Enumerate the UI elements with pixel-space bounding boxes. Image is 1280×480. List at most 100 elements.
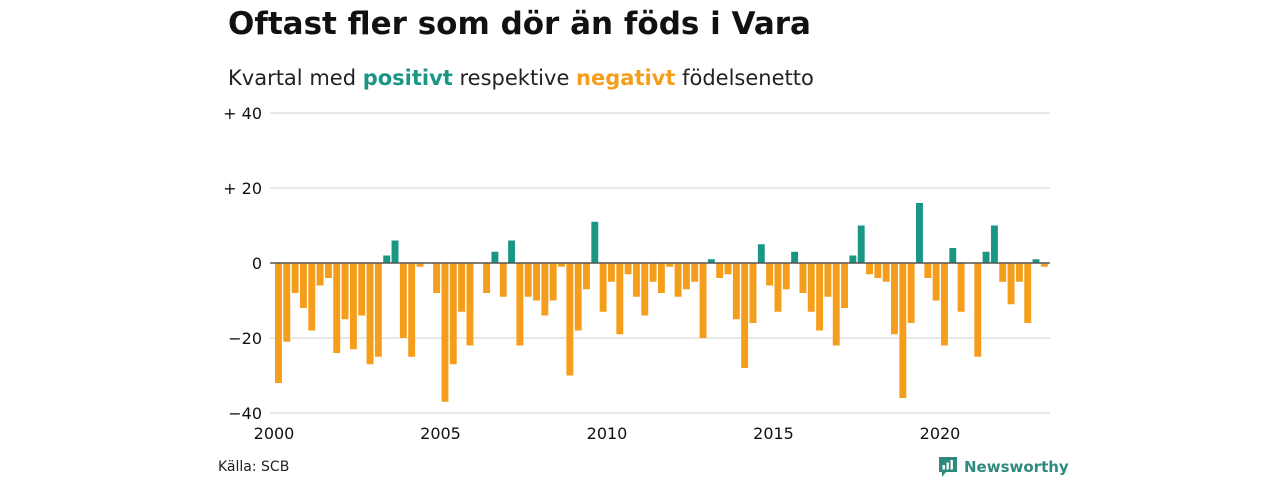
bar-2008-q3: [558, 263, 565, 267]
bar-2021-q2: [982, 251, 990, 263]
bar-2022-q1: [1007, 263, 1015, 305]
bar-2008-q4: [566, 263, 574, 376]
subtitle-prefix: Kvartal med: [228, 66, 363, 90]
bar-2010-q3: [624, 263, 632, 275]
y-tick-label: −20: [228, 329, 262, 348]
chart-subtitle: Kvartal med positivt respektive negativt…: [228, 66, 814, 90]
bar-2003-q3: [391, 240, 399, 263]
subtitle-middle: respektive: [452, 66, 577, 90]
bar-2021-q3: [990, 225, 998, 263]
bar-2001-q2: [316, 263, 324, 286]
bars: [275, 203, 1048, 402]
bar-2009-q3: [591, 221, 599, 263]
bar-2005-q4: [466, 263, 474, 346]
bar-2001-q3: [324, 263, 332, 278]
bar-2014-q1: [741, 263, 749, 368]
bar-2013-q4: [732, 263, 740, 320]
bar-2019-q4: [932, 263, 940, 301]
x-tick-label: 2020: [920, 424, 961, 443]
bar-2012-q1: [674, 263, 682, 297]
bar-2015-q3: [791, 251, 799, 263]
bar-2006-q2: [483, 263, 491, 293]
bar-2017-q2: [849, 255, 857, 263]
bar-2016-q3: [824, 263, 832, 297]
bar-2016-q4: [832, 263, 840, 346]
bar-2019-q3: [924, 263, 932, 278]
bar-2015-q4: [799, 263, 807, 293]
bar-2003-q4: [399, 263, 407, 338]
bar-2008-q1: [541, 263, 549, 316]
bar-2019-q2: [916, 203, 923, 263]
bar-2011-q3: [657, 263, 665, 293]
source-label: Källa: SCB: [218, 459, 290, 475]
bar-2021-q4: [999, 263, 1007, 282]
bar-2014-q3: [757, 244, 765, 263]
bar-2005-q2: [449, 263, 457, 365]
bar-2017-q1: [841, 263, 849, 308]
bar-2007-q1: [508, 240, 516, 263]
bar-2022-q4: [1032, 259, 1040, 263]
bar-2010-q1: [608, 263, 615, 282]
chart-title: Oftast fler som dör än föds i Vara: [228, 6, 811, 42]
bar-2004-q2: [416, 263, 424, 267]
bar-2009-q2: [583, 263, 590, 290]
x-tick-label: 2015: [753, 424, 794, 443]
bar-2001-q1: [308, 263, 316, 331]
y-tick-label: −40: [228, 404, 262, 423]
bar-2009-q4: [599, 263, 607, 312]
bar-2001-q4: [333, 263, 341, 353]
bar-2007-q3: [524, 263, 532, 297]
bar-2018-q3: [891, 263, 898, 335]
bar-2020-q3: [957, 263, 965, 312]
bar-2003-q1: [374, 263, 382, 357]
bar-2012-q2: [682, 263, 690, 290]
bar-2004-q4: [433, 263, 441, 293]
bar-2002-q3: [358, 263, 366, 316]
bar-2000-q3: [291, 263, 299, 293]
bar-2003-q2: [383, 255, 391, 263]
bar-2010-q4: [632, 263, 640, 297]
brand-logo[interactable]: Newsworthy: [938, 456, 1069, 478]
bar-2014-q2: [749, 263, 757, 323]
subtitle-positive-word: positivt: [362, 66, 453, 90]
x-axis-ticks: 2000 2005 2010 2015 2020: [254, 424, 961, 443]
bar-2023-q1: [1040, 263, 1048, 267]
bar-2011-q1: [641, 263, 649, 316]
bar-2000-q2: [283, 263, 291, 342]
bar-2015-q1: [774, 263, 782, 312]
bar-2002-q2: [349, 263, 357, 350]
bar-2018-q2: [882, 263, 890, 282]
bar-2014-q4: [766, 263, 774, 286]
bar-2021-q1: [974, 263, 982, 357]
bar-2017-q4: [866, 263, 873, 275]
bar-2006-q4: [499, 263, 507, 297]
newsworthy-logo-icon: [939, 457, 957, 477]
bar-2004-q1: [408, 263, 416, 357]
x-tick-label: 2000: [254, 424, 295, 443]
bar-2013-q3: [724, 263, 732, 275]
bar-2013-q2: [716, 263, 724, 278]
x-tick-label: 2005: [420, 424, 461, 443]
bar-2016-q2: [816, 263, 824, 331]
y-tick-label: + 20: [223, 179, 262, 198]
bar-2020-q2: [949, 248, 957, 263]
bar-2011-q4: [666, 263, 674, 267]
bar-2002-q4: [366, 263, 374, 365]
bar-2022-q3: [1024, 263, 1032, 323]
bar-2008-q2: [549, 263, 557, 301]
bar-2013-q1: [707, 259, 715, 263]
bar-2012-q3: [691, 263, 699, 282]
y-tick-label: + 40: [223, 104, 262, 123]
bar-2006-q3: [491, 251, 499, 263]
subtitle-negative-word: negativt: [576, 66, 676, 90]
bar-2000-q1: [275, 263, 282, 383]
bar-2007-q4: [533, 263, 540, 301]
brand-name: Newsworthy: [964, 458, 1069, 476]
y-axis-ticks: + 40 + 20 0 −20 −40: [223, 104, 262, 423]
bar-2007-q2: [516, 263, 524, 346]
bar-2005-q1: [441, 263, 449, 402]
bar-2016-q1: [807, 263, 815, 312]
bar-2022-q2: [1015, 263, 1023, 282]
bar-2000-q4: [299, 263, 307, 308]
y-tick-label: 0: [252, 254, 262, 273]
